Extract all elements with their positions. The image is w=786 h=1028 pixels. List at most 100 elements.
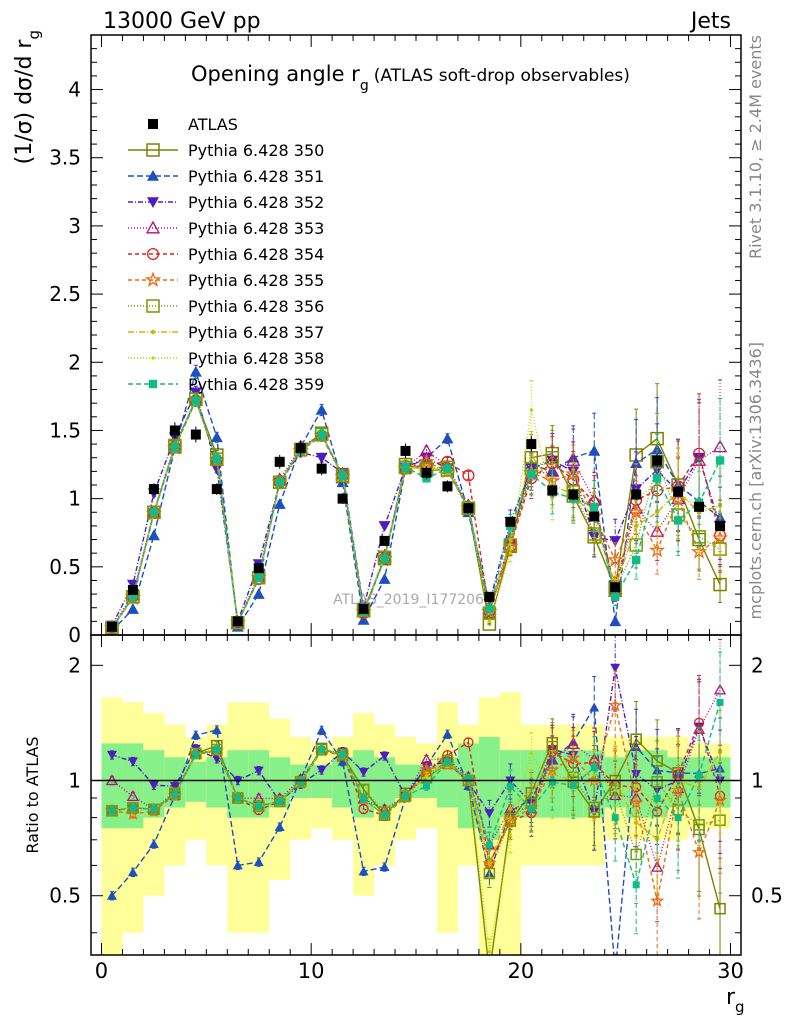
data-point: [713, 577, 727, 592]
ratio-point: [126, 790, 140, 802]
ratio-point: [106, 890, 117, 900]
ratio-point: [504, 812, 517, 825]
data-point: [147, 529, 160, 541]
data-point: [550, 497, 554, 501]
ratio-point: [440, 757, 455, 771]
ratio-point: [420, 770, 433, 783]
ratio-point: [127, 867, 138, 877]
data-point: [106, 621, 117, 632]
series-351-ratio-line: [111, 705, 721, 955]
data-point: [568, 489, 579, 500]
chart-title-extra: (ATLAS soft-drop observables): [374, 66, 630, 86]
data-point: [253, 563, 264, 574]
ratio-point: [589, 702, 600, 712]
ratio-point: [590, 764, 598, 772]
ratio-point: [422, 782, 430, 790]
ratio-band-inner: [374, 757, 396, 808]
data-point: [295, 443, 306, 454]
ratio-point: [211, 743, 223, 756]
ratio-point: [402, 792, 410, 800]
ratio-point: [252, 800, 265, 812]
data-point: [715, 520, 726, 531]
ratio-band-inner: [185, 761, 207, 802]
ratio-band-inner: [478, 736, 500, 840]
y-tick-label: 1.5: [49, 418, 81, 442]
ratio-point: [232, 860, 243, 870]
ratio-point: [484, 968, 494, 978]
data-point: [694, 501, 705, 512]
series-359-line: [111, 398, 721, 629]
legend-item: Pythia 6.428 350: [128, 141, 324, 160]
data-point: [210, 463, 223, 475]
ratio-point: [485, 841, 493, 849]
ratio-point: [695, 771, 703, 779]
ratio-point: [592, 780, 597, 785]
data-point: [526, 439, 537, 450]
series-352-line: [111, 390, 721, 626]
ratio-point: [358, 767, 369, 777]
ratio-point: [276, 797, 284, 805]
ratio-point: [548, 778, 556, 786]
data-point: [212, 454, 222, 464]
ratio-point: [718, 759, 722, 763]
ratio-point: [148, 781, 159, 791]
legend-marker: [144, 271, 162, 287]
ratio-point: [127, 757, 138, 767]
ratio-point: [484, 809, 495, 819]
legend-label: Pythia 6.428 358: [188, 349, 324, 368]
data-point: [190, 429, 201, 440]
ratio-tick-label-right: 1: [751, 769, 764, 793]
ratio-point: [108, 807, 116, 815]
data-point: [337, 493, 348, 504]
data-point: [673, 516, 683, 525]
mcplots-label: mcplots.cern.ch [arXiv:1306.3436]: [746, 342, 765, 619]
legend-label: ATLAS: [188, 115, 238, 134]
data-point: [713, 542, 727, 556]
legend-label: Pythia 6.428 355: [188, 271, 324, 290]
data-point: [441, 432, 454, 444]
chart-title: Opening angle rg (ATLAS soft-drop observa…: [191, 62, 630, 94]
y-tick-label: 2.5: [49, 282, 81, 306]
legend-label: Pythia 6.428 356: [188, 297, 324, 316]
data-point: [274, 456, 285, 467]
x-tick-label: 10: [298, 959, 325, 983]
data-point: [484, 591, 495, 602]
ratio-point: [211, 724, 222, 734]
ratio-tick-label-right: 2: [751, 653, 764, 677]
header-left: 13000 GeV pp: [103, 9, 261, 34]
legend-item: Pythia 6.428 355: [128, 271, 324, 290]
data-point: [590, 502, 599, 512]
ratio-point: [632, 881, 640, 889]
ratio-tick-label-right: 0.5: [751, 884, 783, 908]
ratio-point: [274, 822, 285, 832]
data-point: [527, 469, 536, 479]
ratio-point: [545, 762, 560, 776]
ratio-point: [339, 750, 347, 758]
chart-title-sub: g: [360, 78, 369, 94]
legend-marker: [151, 356, 155, 360]
y-tick-label: 4: [68, 78, 81, 102]
ratio-point: [613, 788, 617, 792]
legend-label: Pythia 6.428 357: [188, 323, 324, 342]
ratio-point: [232, 792, 244, 804]
data-point: [588, 444, 601, 456]
main-ylabel-sub: g: [25, 30, 43, 40]
data-point: [315, 452, 328, 464]
y-tick-label: 0.5: [49, 555, 81, 579]
header-right: Jets: [689, 9, 731, 34]
ratio-point: [398, 789, 413, 804]
data-point: [401, 463, 410, 472]
legend-label: Pythia 6.428 354: [188, 245, 324, 264]
series-357-ratio-line: [111, 748, 721, 866]
ratio-band-inner: [269, 757, 291, 808]
legend-label: Pythia 6.428 352: [188, 193, 324, 212]
ratio-band-inner: [206, 757, 228, 808]
data-point: [378, 573, 391, 584]
data-point: [589, 511, 600, 522]
legend-label: Pythia 6.428 351: [188, 167, 324, 186]
data-point: [715, 456, 725, 465]
data-point: [358, 604, 369, 615]
ratio-point: [273, 795, 286, 808]
data-point: [609, 536, 622, 547]
x-axis-label-sub: g: [735, 998, 745, 1016]
